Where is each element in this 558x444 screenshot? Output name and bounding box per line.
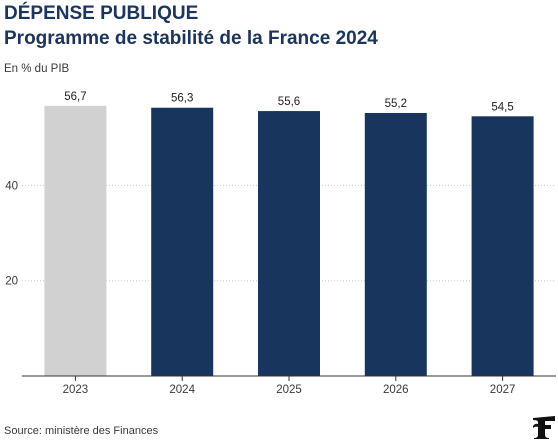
bar-2026 <box>364 112 427 377</box>
unit-label: En % du PIB <box>4 63 70 75</box>
x-tick-label: 2023 <box>63 384 89 396</box>
y-tick-label: 20 <box>5 276 18 288</box>
x-tick-label: 2026 <box>383 384 409 396</box>
data-label: 55,2 <box>385 98 407 110</box>
bar-2023 <box>44 105 107 377</box>
source-note: Source: ministère des Finances <box>4 425 159 437</box>
data-label: 54,5 <box>491 101 513 113</box>
data-label: 56,7 <box>64 91 86 103</box>
le-figaro-logo <box>533 416 555 439</box>
bar-chart: 20 40 56,7 2023 56,3 2024 55,6 2025 55,2 2026 54,5… <box>5 91 556 396</box>
x-tick-label: 2024 <box>169 384 195 396</box>
data-label: 55,6 <box>278 96 300 108</box>
y-tick-label: 40 <box>5 180 18 192</box>
x-tick-label: 2027 <box>490 384 516 396</box>
bar-2024 <box>151 107 214 376</box>
x-tick-label: 2025 <box>276 384 302 396</box>
chart-subtitle: Programme de stabilité de la France 2024 <box>4 28 378 49</box>
bar-2025 <box>258 111 320 376</box>
data-label: 56,3 <box>171 93 193 105</box>
chart-title: DÉPENSE PUBLIQUE <box>4 3 199 24</box>
bar-2027 <box>471 116 534 377</box>
